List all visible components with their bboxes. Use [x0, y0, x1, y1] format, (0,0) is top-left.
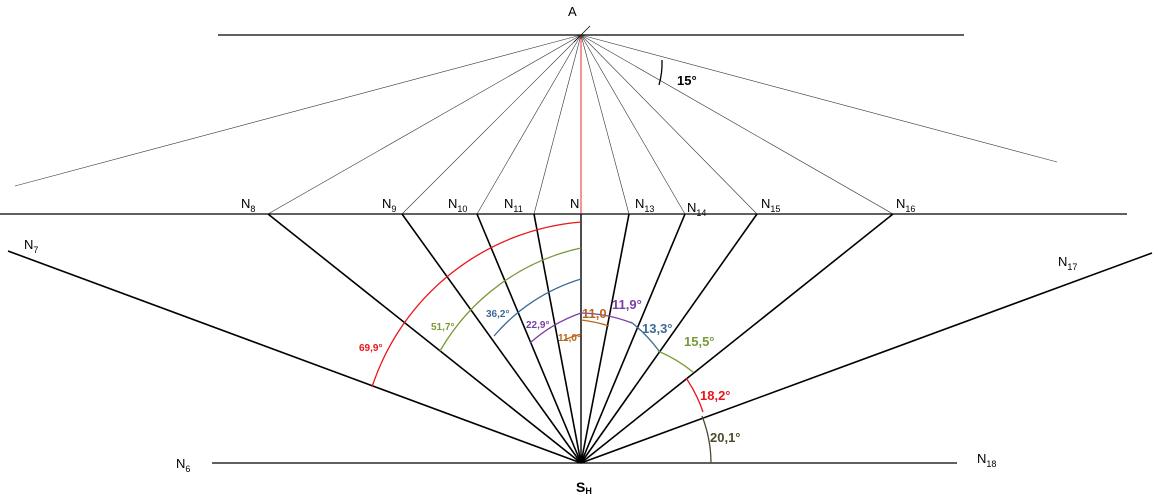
angle-label-201: 20,1° [710, 430, 741, 445]
arc-182 [685, 377, 704, 413]
arc-155 [657, 350, 694, 373]
node-label-n9: N9 [382, 196, 396, 214]
node-label-n18: N18 [977, 451, 996, 469]
node-label-n17: N17 [1058, 254, 1077, 272]
apex-tick-mark [573, 25, 591, 43]
angle-label-22: 22,9° [526, 320, 549, 331]
angle-label-182: 18,2° [700, 388, 731, 403]
arc-15 [658, 59, 663, 86]
apex-fan-lines [14, 34, 1058, 215]
node-label-n15: N15 [761, 196, 780, 214]
arc-51 [439, 247, 582, 352]
angle-label-36: 36,2° [486, 309, 509, 320]
angle-label-11-left: 11,0° [558, 333, 581, 344]
arc-201 [701, 415, 712, 464]
angle-label-133: 13,3° [642, 321, 673, 336]
node-label-n11: N11 [504, 196, 523, 214]
angle-label-69: 69,9° [359, 343, 382, 354]
arc-11-left [563, 333, 582, 341]
angle-label-155: 15,5° [684, 334, 715, 349]
angle-label-51: 51,7° [431, 322, 454, 333]
arc-69 [371, 221, 582, 388]
station-fan-lines [7, 213, 1153, 464]
node-label-n14: N14 [687, 200, 706, 218]
angle-label-119: 11,9° [612, 297, 642, 312]
arc-36 [493, 278, 582, 337]
node-label-n13: N13 [635, 196, 654, 214]
arc-119 [580, 312, 633, 324]
arc-11-right [580, 319, 610, 327]
arc-22 [529, 312, 582, 344]
node-label-n10: N10 [448, 196, 467, 214]
node-label-n7: N7 [24, 237, 38, 255]
apex-label: A [568, 4, 577, 19]
angle-label-11-right: 11,0 [582, 306, 607, 321]
angle-label-15: 15° [677, 73, 697, 88]
node-label-n6: N6 [176, 456, 190, 474]
node-label-n12: N [570, 196, 579, 211]
node-label-n16: N16 [896, 196, 915, 214]
node-label-n8: N8 [241, 196, 255, 214]
angle-arcs [371, 59, 712, 464]
station-label: SH [576, 479, 592, 496]
